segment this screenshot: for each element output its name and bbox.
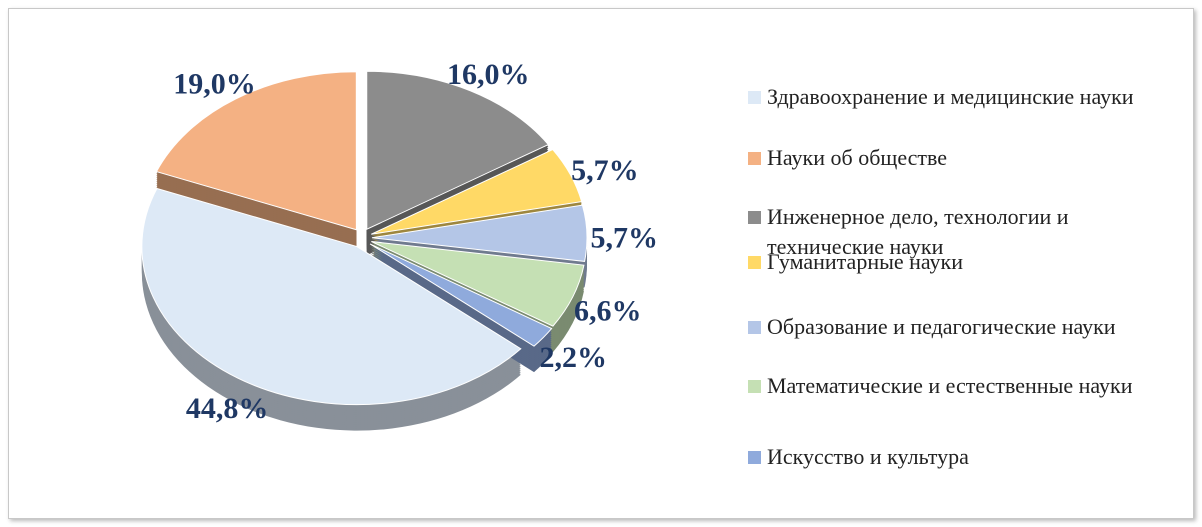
data-label: 2,2%	[540, 341, 608, 374]
legend-item: Математические и естественные науки	[748, 371, 1168, 401]
slice	[371, 148, 583, 235]
legend-item: Науки об обществе	[748, 143, 1168, 173]
slice	[155, 71, 357, 231]
legend-swatch	[748, 211, 761, 224]
legend-swatch	[748, 380, 761, 393]
slice	[141, 187, 522, 406]
legend-item: Образование и педагогические науки	[748, 312, 1168, 342]
data-label: 6,6%	[574, 294, 642, 327]
legend-swatch	[748, 451, 761, 464]
legend-label: Инженерное дело, технологии и технически…	[767, 204, 1069, 259]
pie-tops	[141, 70, 588, 406]
legend-swatch	[748, 321, 761, 334]
legend-label: Науки об обществе	[767, 145, 948, 170]
legend-label: Математические и естественные науки	[767, 373, 1133, 398]
data-label: 5,7%	[590, 221, 658, 254]
legend-swatch	[748, 91, 761, 104]
legend-swatch	[748, 152, 761, 165]
data-label: 44,8%	[186, 392, 269, 425]
data-label: 19,0%	[173, 68, 256, 101]
data-label: 16,0%	[447, 58, 530, 91]
legend-item: Гуманитарные науки	[748, 247, 1168, 277]
legend-label: Гуманитарные науки	[767, 249, 964, 274]
slice	[371, 241, 585, 327]
legend-item: Здравоохранение и медицинские науки	[748, 82, 1168, 112]
slice	[366, 70, 550, 231]
legend-item: Инженерное дело, технологии и технически…	[748, 202, 1168, 262]
legend-label: Образование и педагогические науки	[767, 314, 1116, 339]
legend-item: Искусство и культура	[748, 442, 1168, 472]
slice	[369, 243, 553, 347]
legend-swatch	[748, 256, 761, 269]
legend-label: Здравоохранение и медицинские науки	[767, 84, 1134, 109]
slice	[371, 204, 588, 262]
data-label: 5,7%	[571, 154, 639, 187]
legend-label: Искусство и культура	[767, 444, 969, 469]
